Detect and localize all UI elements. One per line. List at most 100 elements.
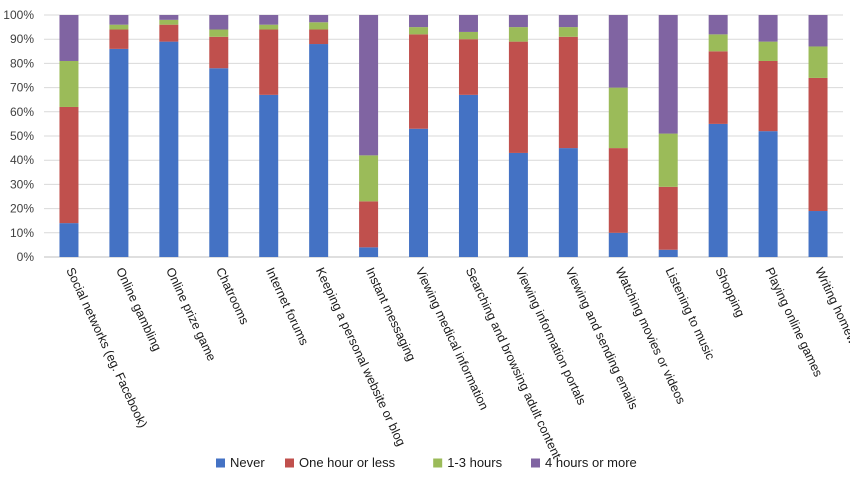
bar-segment-one-hour-or-less	[209, 36, 229, 69]
y-tick-label: 50%	[10, 129, 34, 143]
bar-segment-4-hours-or-more	[658, 15, 678, 134]
bar-segment-never	[508, 152, 528, 257]
y-tick-label: 30%	[10, 177, 34, 191]
bar-segment-one-hour-or-less	[658, 186, 678, 250]
bar-segment-1-3-hours	[159, 19, 179, 25]
bar-segment-one-hour-or-less	[608, 148, 628, 233]
x-axis-categories: Social networks (eg. Facebook)Online gam…	[63, 265, 850, 461]
legend-label: One hour or less	[299, 455, 396, 470]
x-category-label: Writing homework or research	[812, 265, 850, 422]
bar-segment-one-hour-or-less	[59, 106, 79, 224]
x-category-label: Playing online games	[762, 265, 825, 379]
x-category-label: Searching and browsing adult content	[463, 265, 564, 461]
bar-segment-one-hour-or-less	[159, 24, 179, 42]
bar-segment-4-hours-or-more	[708, 15, 728, 35]
bar-segment-4-hours-or-more	[558, 15, 578, 28]
bar-segment-1-3-hours	[109, 24, 129, 30]
legend-item: 1-3 hours	[433, 455, 503, 470]
x-category-label: Keeping a personal website or blog	[313, 265, 408, 448]
bar-segment-4-hours-or-more	[109, 15, 129, 25]
bar-segment-never	[708, 123, 728, 258]
bar-segment-4-hours-or-more	[758, 15, 778, 42]
bar-segment-4-hours-or-more	[209, 15, 229, 30]
bar-segment-one-hour-or-less	[508, 41, 528, 153]
legend: Never One hour or less 1-3 hours 4 hours or…	[216, 455, 637, 470]
bar-segment-4-hours-or-more	[309, 15, 329, 23]
y-tick-label: 100%	[3, 8, 34, 22]
bar-segment-4-hours-or-more	[159, 15, 179, 20]
legend-item: Never	[216, 455, 265, 470]
bar-segment-one-hour-or-less	[309, 29, 329, 45]
bars	[59, 15, 828, 258]
bar-segment-one-hour-or-less	[409, 34, 429, 129]
y-tick-label: 0%	[17, 250, 35, 264]
bar-segment-never	[608, 232, 628, 257]
bar-segment-1-3-hours	[209, 29, 229, 37]
x-category-label: Instant messaging	[363, 265, 419, 363]
bar-segment-4-hours-or-more	[409, 15, 429, 28]
bar-segment-1-3-hours	[758, 41, 778, 61]
x-category-label: Shopping	[712, 265, 747, 319]
bar-segment-never	[658, 249, 678, 257]
legend-swatch	[216, 458, 225, 468]
bar-segment-1-3-hours	[508, 27, 528, 42]
bar-segment-one-hour-or-less	[458, 39, 478, 95]
bar-segment-4-hours-or-more	[359, 15, 379, 156]
bar-segment-1-3-hours	[658, 133, 678, 187]
y-tick-label: 20%	[10, 202, 34, 216]
legend-item: 4 hours or more	[531, 455, 637, 470]
bar-segment-never	[808, 211, 828, 257]
bar-segment-4-hours-or-more	[458, 15, 478, 32]
bar-segment-1-3-hours	[309, 22, 329, 30]
legend-swatch	[531, 458, 540, 468]
legend-label: 4 hours or more	[545, 455, 637, 470]
bar-segment-one-hour-or-less	[808, 77, 828, 212]
bar-segment-1-3-hours	[808, 46, 828, 78]
bar-segment-one-hour-or-less	[708, 51, 728, 124]
bar-segment-never	[159, 41, 179, 258]
bar-segment-never	[758, 131, 778, 257]
bar-segment-never	[458, 94, 478, 257]
bar-segment-1-3-hours	[409, 27, 429, 35]
bar-segment-1-3-hours	[259, 24, 279, 30]
bar-segment-4-hours-or-more	[808, 15, 828, 47]
bar-segment-1-3-hours	[59, 60, 79, 107]
bar-segment-4-hours-or-more	[608, 15, 628, 88]
bar-segment-never	[359, 247, 379, 257]
y-tick-label: 60%	[10, 105, 34, 119]
legend-swatch	[433, 458, 443, 468]
x-category-label: Online prize game	[163, 265, 219, 363]
bar-segment-never	[409, 128, 429, 257]
legend-swatch	[285, 458, 294, 468]
bar-segment-1-3-hours	[608, 87, 628, 149]
x-category-label: Listening to music	[662, 265, 717, 362]
bar-segment-one-hour-or-less	[758, 60, 778, 132]
bar-segment-1-3-hours	[558, 27, 578, 37]
y-tick-label: 80%	[10, 56, 34, 70]
y-tick-label: 40%	[10, 153, 34, 167]
y-tick-label: 10%	[10, 226, 34, 240]
bar-segment-never	[558, 148, 578, 257]
bar-segment-never	[109, 48, 129, 257]
x-category-label: Online gambling	[113, 265, 164, 353]
bar-segment-1-3-hours	[359, 155, 379, 202]
bar-segment-never	[59, 223, 79, 257]
bar-segment-1-3-hours	[458, 31, 478, 40]
bar-segment-never	[259, 94, 279, 257]
bar-segment-1-3-hours	[708, 34, 728, 52]
y-tick-label: 70%	[10, 81, 34, 95]
bar-segment-one-hour-or-less	[359, 201, 379, 248]
legend-label: Never	[230, 455, 265, 470]
bar-segment-never	[309, 44, 329, 257]
y-tick-label: 90%	[10, 32, 34, 46]
bar-segment-one-hour-or-less	[558, 36, 578, 149]
bar-segment-4-hours-or-more	[59, 15, 79, 61]
bar-segment-one-hour-or-less	[109, 29, 129, 49]
legend-item: One hour or less	[285, 455, 396, 470]
x-category-label: Chatrooms	[213, 265, 252, 326]
y-axis-ticks: 0% 10% 20% 30% 40% 50% 60% 70% 80% 90% 100%	[3, 8, 34, 264]
bar-segment-one-hour-or-less	[259, 29, 279, 95]
bar-segment-4-hours-or-more	[508, 15, 528, 28]
x-category-label: Internet forums	[263, 265, 311, 347]
